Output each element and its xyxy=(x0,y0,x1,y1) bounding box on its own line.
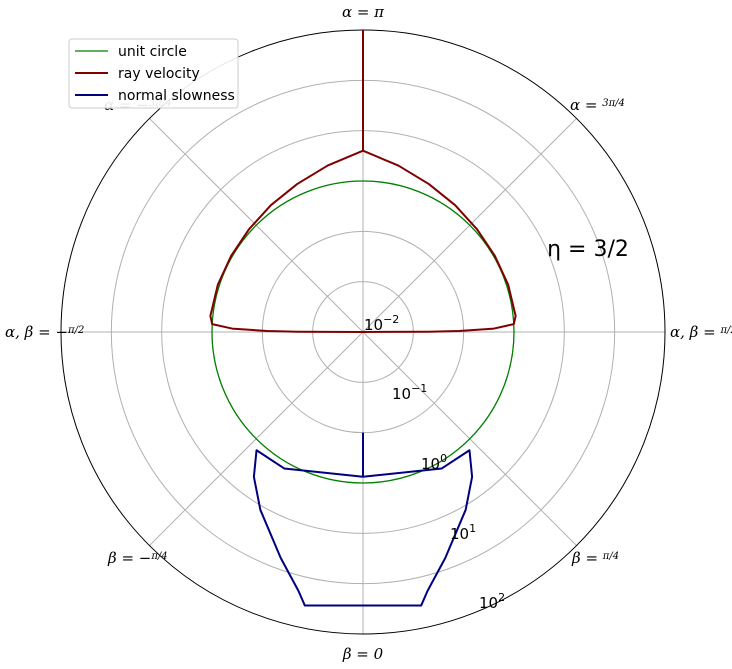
radial-tick-label: 10−2 xyxy=(364,313,399,334)
radial-tick-label: 10−1 xyxy=(392,382,427,403)
angular-tick-label: α, β = π/2 xyxy=(670,323,732,341)
angular-tick-label: α, β = −π/2 xyxy=(5,323,84,341)
angular-tick-label: β = −π/4 xyxy=(107,549,168,567)
angular-tick-label: β = 0 xyxy=(342,645,384,663)
legend-entry: ray velocity xyxy=(118,66,200,82)
angular-tick-label: α = 3π/4 xyxy=(570,96,625,114)
angular-tick-label: α = π xyxy=(342,3,385,21)
radial-tick-label: 102 xyxy=(479,591,505,612)
radial-tick-label: 100 xyxy=(421,452,447,473)
angular-tick-label: β = π/4 xyxy=(571,549,619,567)
legend: unit circle ray velocity normal slowness xyxy=(69,39,238,108)
radial-tick-label: 101 xyxy=(450,522,476,543)
eta-annotation: η = 3/2 xyxy=(547,237,629,262)
legend-entry: normal slowness xyxy=(118,88,235,104)
legend-entry: unit circle xyxy=(118,44,187,60)
radial-tick-labels: 10−2 10−1 100 101 102 xyxy=(364,313,505,612)
